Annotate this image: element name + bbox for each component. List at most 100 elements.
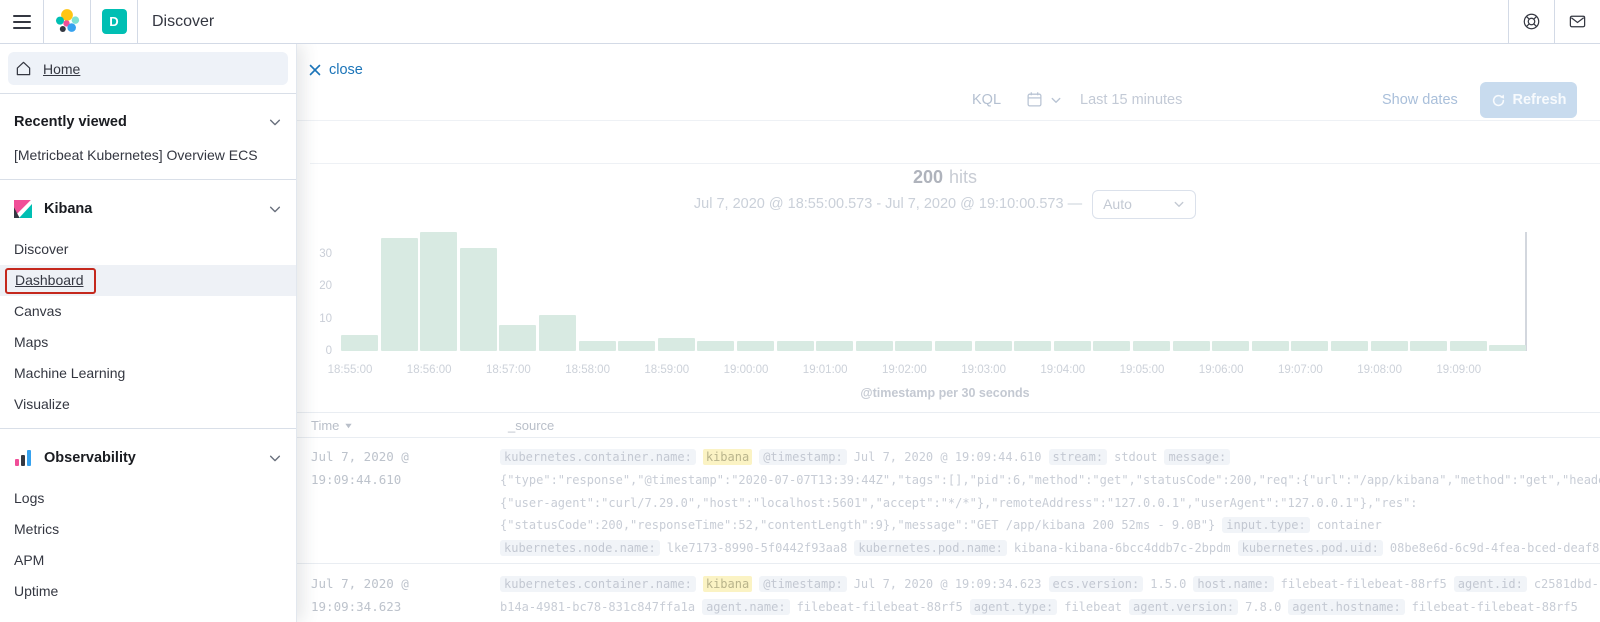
field-value: filebeat xyxy=(1064,599,1123,614)
x-axis-tick-label: 19:09:00 xyxy=(1436,364,1482,376)
field-name: kubernetes.pod.uid: xyxy=(1237,540,1383,557)
field-name: agent.name: xyxy=(702,598,790,615)
hamburger-icon xyxy=(12,14,31,17)
doc-table-header: Time _source xyxy=(0,412,1600,438)
refresh-button[interactable]: Refresh xyxy=(1480,82,1577,118)
histogram-bar[interactable] xyxy=(459,247,497,351)
y-axis-tick-label: 20 xyxy=(319,280,332,293)
histogram-bar[interactable] xyxy=(341,334,378,351)
close-flyout-button[interactable]: close xyxy=(309,62,363,78)
sidebar-item-logs[interactable]: Logs xyxy=(14,490,45,506)
histogram-bar[interactable] xyxy=(816,341,854,351)
histogram-bar[interactable] xyxy=(737,341,774,351)
field-name: agent.type: xyxy=(969,598,1058,615)
field-name: input.type: xyxy=(1222,517,1310,534)
doc-table-body: Jul 7, 2020 @ 19:09:44.610 kubernetes.con… xyxy=(0,437,1600,622)
sidebar-item-metrics[interactable]: Metrics xyxy=(14,521,60,537)
histogram-bar[interactable] xyxy=(1449,341,1487,351)
y-axis-tick-label: 10 xyxy=(319,312,332,325)
column-header-time[interactable]: Time xyxy=(311,418,353,433)
table-row[interactable]: Jul 7, 2020 @ 19:09:44.610 kubernetes.con… xyxy=(0,437,1600,564)
sidebar-item-visualize[interactable]: Visualize xyxy=(14,396,70,412)
source-line: {"user-agent":"curl/7.29.0","host":"loca… xyxy=(500,492,1600,515)
histogram-bar[interactable] xyxy=(974,341,1012,351)
histogram-bar[interactable] xyxy=(657,338,695,351)
sidebar-item-uptime[interactable]: Uptime xyxy=(14,583,59,599)
histogram-bar[interactable] xyxy=(420,231,458,351)
field-value: 7.8.0 xyxy=(1245,599,1282,614)
time-range-value[interactable]: Last 15 minutes xyxy=(1080,92,1183,108)
histogram-bar[interactable] xyxy=(1093,341,1131,351)
refresh-arrow-icon xyxy=(1492,94,1504,106)
histogram-bar[interactable] xyxy=(1212,341,1250,351)
interval-select[interactable]: Auto xyxy=(1092,189,1197,219)
source-line: {"type":"response","@timestamp":"2020-07… xyxy=(500,469,1600,492)
elastic-logo-icon xyxy=(55,8,80,32)
sidebar-item-apm[interactable]: APM xyxy=(14,552,45,568)
show-dates-button[interactable]: Show dates xyxy=(1382,92,1458,108)
field-name: kubernetes.container.name: xyxy=(500,449,696,465)
refresh-label: Refresh xyxy=(1512,92,1567,108)
sidebar-item-dashboard[interactable]: Dashboard xyxy=(0,265,296,296)
histogram-bar[interactable] xyxy=(1370,341,1408,351)
chevron-down-icon xyxy=(268,202,282,216)
field-name: agent.id: xyxy=(1453,575,1527,592)
date-picker-button[interactable] xyxy=(1026,91,1062,108)
kibana-section-header[interactable]: Kibana xyxy=(0,188,296,228)
menu-button[interactable] xyxy=(0,0,44,43)
column-header-source: _source xyxy=(508,418,555,433)
histogram-bar[interactable] xyxy=(1410,341,1448,351)
source-line: {"statusCode":200,"responseTime":52,"con… xyxy=(500,514,1600,537)
sidebar-item-machine-learning[interactable]: Machine Learning xyxy=(14,365,126,381)
observability-logo-icon xyxy=(15,450,31,466)
query-language-button[interactable]: KQL xyxy=(972,92,1002,108)
histogram-bar[interactable] xyxy=(776,341,814,351)
elastic-logo-button[interactable] xyxy=(44,0,91,43)
space-switcher-button[interactable]: D xyxy=(91,0,138,43)
histogram-bar[interactable] xyxy=(697,341,735,351)
recently-viewed-item[interactable]: [Metricbeat Kubernetes] Overview ECS xyxy=(14,147,258,163)
y-axis-tick-label: 30 xyxy=(319,248,332,261)
sidebar-item-canvas[interactable]: Canvas xyxy=(14,303,62,319)
field-value: kibana-kibana-6bcc4ddb7c-2bpdm xyxy=(1013,541,1231,556)
x-axis-tick-label: 19:01:00 xyxy=(802,364,848,376)
panel-top-divider xyxy=(310,163,1600,164)
newsfeed-button[interactable] xyxy=(1554,0,1600,43)
histogram-bar[interactable] xyxy=(935,341,972,351)
histogram-bar[interactable] xyxy=(380,237,418,351)
help-button[interactable] xyxy=(1508,0,1554,43)
histogram-bar[interactable] xyxy=(1133,341,1170,351)
observability-section-header[interactable]: Observability xyxy=(0,437,296,477)
histogram-bar[interactable] xyxy=(1172,341,1210,351)
sidebar-item-discover[interactable]: Discover xyxy=(14,241,69,257)
hits-count: 200 xyxy=(912,167,944,187)
histogram-bar[interactable] xyxy=(1489,344,1527,351)
sidebar-item-home[interactable]: Home xyxy=(8,52,288,85)
histogram-bar[interactable] xyxy=(1251,341,1289,351)
histogram-bar[interactable] xyxy=(855,341,893,351)
sidebar-item-maps[interactable]: Maps xyxy=(14,334,49,350)
interval-value: Auto xyxy=(1103,196,1132,212)
source-line: kubernetes.container.name: kibana @timesta… xyxy=(500,573,1600,596)
chevron-down-icon xyxy=(1051,97,1061,103)
field-value: container xyxy=(1316,518,1382,533)
histogram-bar[interactable] xyxy=(539,315,576,351)
field-value: filebeat-filebeat-88rf5 xyxy=(1280,576,1447,591)
hits-count-header: 200 hits xyxy=(310,167,1580,188)
histogram-bar[interactable] xyxy=(618,341,656,351)
histogram-bar[interactable] xyxy=(895,341,933,351)
histogram-plot xyxy=(341,230,1529,351)
histogram-bar[interactable] xyxy=(578,341,616,351)
histogram-bar[interactable] xyxy=(1053,341,1091,351)
histogram-bar[interactable] xyxy=(1291,341,1329,351)
chevron-down-icon xyxy=(268,115,282,129)
x-axis-tick-label: 19:06:00 xyxy=(1198,364,1244,376)
histogram-bar[interactable] xyxy=(1014,341,1052,351)
field-value: {"user-agent":"curl/7.29.0","host":"loca… xyxy=(500,495,1418,510)
x-axis-tick-label: 19:03:00 xyxy=(961,364,1006,376)
highlighted-term: kibana xyxy=(702,449,753,465)
recently-viewed-header[interactable]: Recently viewed xyxy=(0,102,296,140)
histogram-bar[interactable] xyxy=(1331,341,1368,351)
histogram-bar[interactable] xyxy=(499,325,537,351)
